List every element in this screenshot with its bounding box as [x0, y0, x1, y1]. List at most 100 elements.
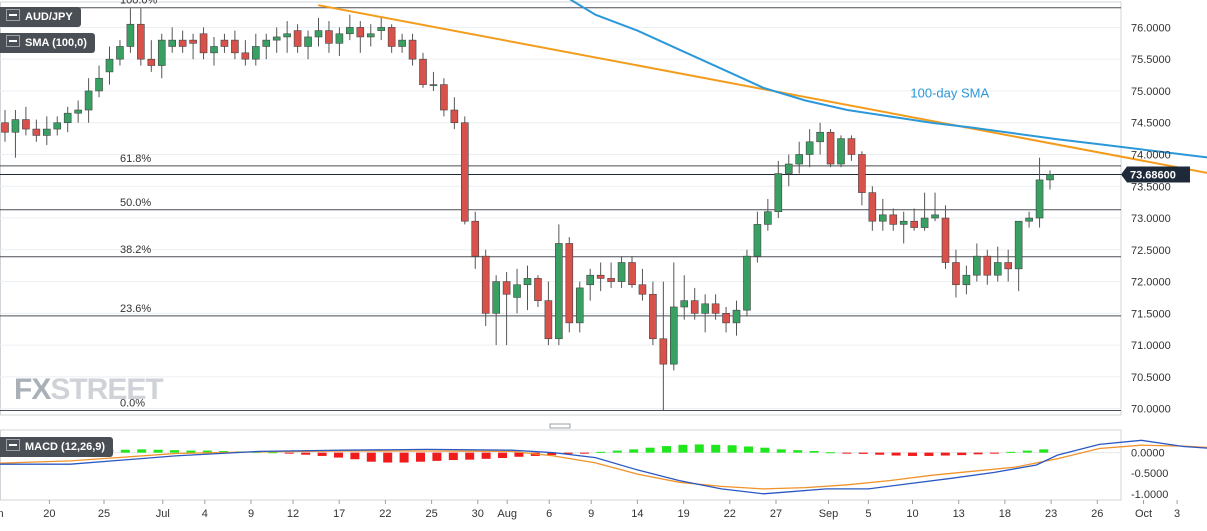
macd-histogram-bar: [268, 452, 278, 454]
candle: [1035, 157, 1044, 228]
macd-histogram-bar: [448, 452, 458, 461]
candle: [649, 281, 657, 346]
macd-panel-frame: [0, 429, 1122, 501]
macd-histogram-bar: [826, 452, 835, 454]
candle-body: [95, 77, 103, 92]
macd-histogram-bar: [875, 452, 885, 455]
candle-body: [335, 33, 344, 44]
candle: [492, 275, 500, 346]
macd-line: [0, 439, 1207, 495]
macd-histogram-bar: [612, 450, 622, 453]
fib-level-label: 61.8%: [120, 153, 151, 165]
candle: [335, 27, 344, 57]
candle: [983, 249, 992, 285]
candle-body: [116, 46, 124, 60]
x-axis-tick-label: 10: [906, 508, 918, 520]
macd-histogram-bar: [990, 452, 999, 454]
x-axis-tick-label: 22: [724, 508, 736, 520]
x-axis-tick-label: Jun: [0, 508, 4, 520]
candle: [805, 129, 814, 168]
x-axis-tick-label: 19: [677, 508, 689, 520]
candle: [617, 256, 626, 288]
macd-histogram-bar: [547, 452, 557, 456]
candle: [32, 119, 41, 142]
macd-histogram-bar: [580, 452, 589, 454]
candle-body: [74, 109, 82, 114]
candle: [157, 33, 166, 79]
candle: [398, 33, 406, 53]
candle-body: [502, 281, 511, 295]
candle: [952, 249, 960, 298]
candle-body: [356, 27, 365, 38]
candle-body: [293, 30, 302, 47]
x-axis-tick-label: 20: [43, 508, 55, 520]
candle: [607, 262, 615, 288]
candle-body: [325, 30, 333, 44]
candle: [847, 135, 856, 161]
candle-body: [1035, 179, 1044, 219]
macd-axis-tick: -1.0000: [1131, 489, 1168, 501]
candle-body: [314, 30, 323, 38]
candle-body: [398, 39, 406, 47]
candle-body: [178, 39, 187, 47]
close-icon[interactable]: [6, 9, 20, 21]
sma-100-line: [569, 0, 1207, 159]
macd-histogram-bar: [793, 450, 803, 453]
candle: [429, 71, 438, 91]
candle-body: [638, 284, 647, 295]
candle-body: [450, 109, 459, 124]
panel-resize-handle[interactable]: [549, 423, 571, 429]
candle-body: [440, 84, 448, 111]
candle: [262, 33, 271, 60]
macd-histogram-bar: [284, 452, 294, 454]
x-axis-tick-label: 13: [953, 508, 965, 520]
symbol-badge[interactable]: AUD/JPY: [0, 7, 81, 27]
close-icon[interactable]: [6, 35, 20, 47]
candle-body: [492, 281, 500, 314]
x-axis-tick-label: Jul: [156, 508, 170, 520]
candle: [105, 46, 114, 85]
candle: [252, 33, 260, 66]
candle: [858, 151, 866, 206]
candle-body: [837, 138, 845, 165]
candle-body: [1, 122, 9, 133]
x-axis-tick-label: 12: [287, 508, 299, 520]
candle-body: [460, 122, 469, 222]
close-icon[interactable]: [6, 439, 20, 451]
sma-indicator-badge[interactable]: SMA (100,0): [0, 33, 95, 53]
candle: [910, 208, 918, 231]
macd-histogram-bar: [350, 452, 360, 460]
candle-body: [231, 39, 239, 54]
macd-histogram-bar: [645, 447, 655, 453]
candle: [690, 287, 699, 320]
macd-indicator-label: MACD (12,26,9): [25, 441, 106, 453]
candle: [168, 27, 176, 53]
candle-body: [210, 46, 218, 54]
macd-histogram-bar: [334, 452, 343, 458]
candle-body: [711, 303, 720, 314]
candle-body: [272, 36, 281, 41]
fib-level-label: 100.0%: [120, 0, 158, 7]
candle-body: [11, 119, 20, 133]
macd-axis-tick: -0.5000: [1131, 468, 1168, 480]
candle: [931, 192, 939, 222]
candle: [920, 192, 929, 231]
candle: [826, 129, 835, 168]
candle: [596, 262, 605, 292]
macd-indicator-badge[interactable]: MACD (12,26,9): [0, 437, 114, 457]
macd-histogram-bar: [629, 449, 639, 453]
candle-body: [732, 309, 741, 324]
candle: [868, 186, 877, 231]
candle-body: [973, 255, 981, 276]
candle: [680, 275, 689, 320]
x-axis-tick-label: Aug: [497, 508, 517, 520]
candle: [1046, 170, 1054, 190]
candle-body: [669, 306, 678, 365]
symbol-label: AUD/JPY: [25, 11, 73, 23]
candle-body: [523, 278, 532, 286]
macd-histogram-bar: [776, 449, 786, 453]
candle-body: [283, 33, 291, 38]
candle: [293, 24, 302, 53]
